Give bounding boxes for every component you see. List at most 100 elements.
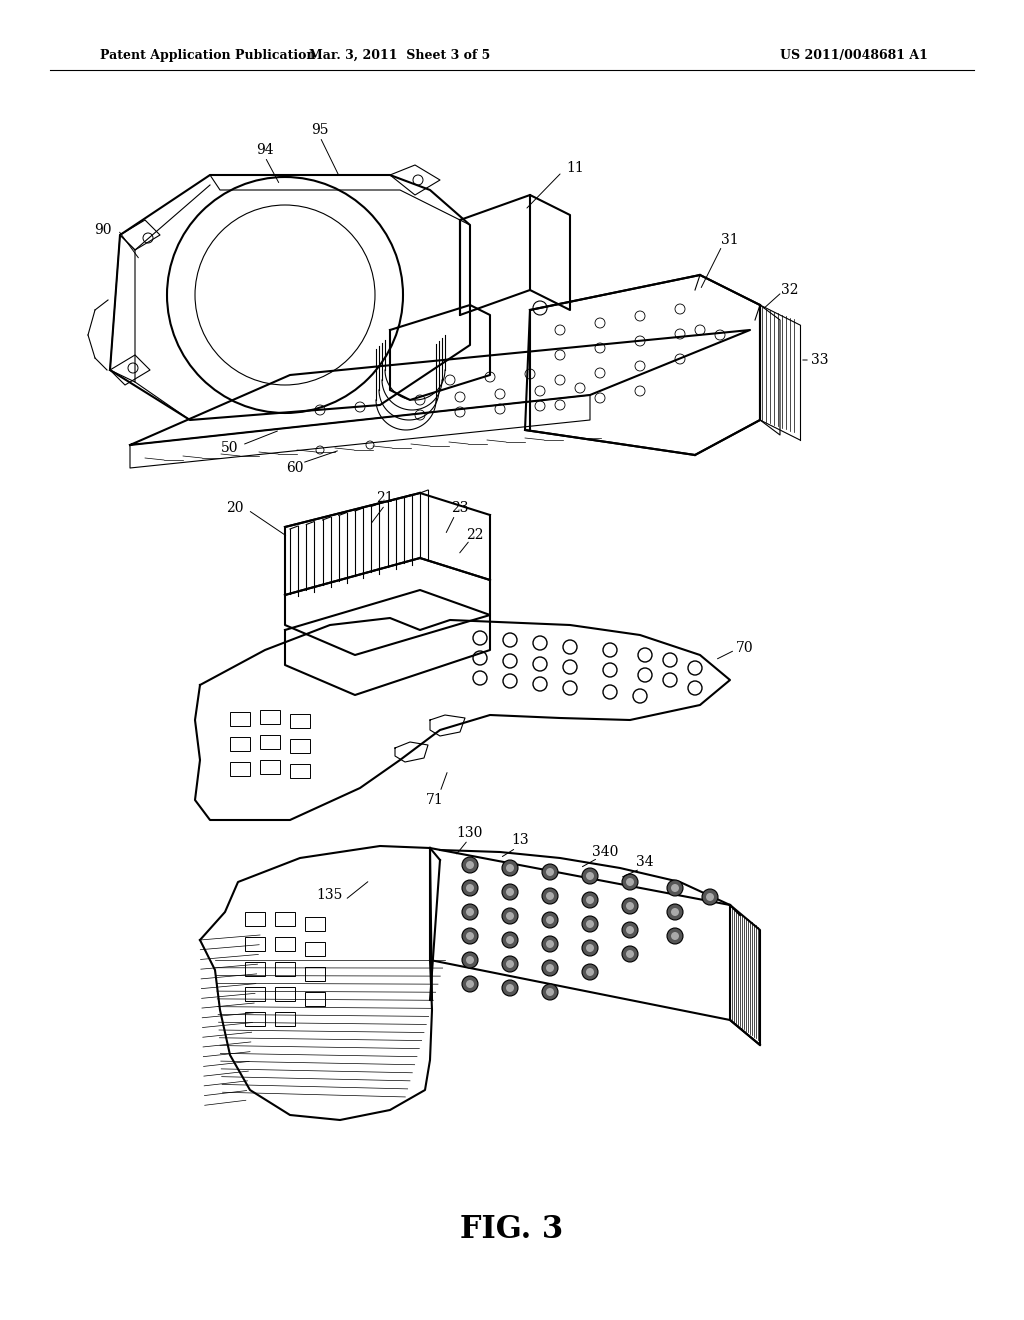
Circle shape: [466, 979, 474, 987]
Circle shape: [462, 975, 478, 993]
Circle shape: [503, 884, 517, 899]
Bar: [245, 987, 265, 1001]
Circle shape: [702, 888, 718, 906]
Circle shape: [583, 917, 597, 931]
Bar: [305, 968, 325, 981]
Circle shape: [463, 953, 477, 968]
Bar: [305, 993, 325, 1006]
Circle shape: [583, 894, 597, 907]
Circle shape: [623, 946, 637, 961]
Bar: [275, 1012, 295, 1026]
Circle shape: [626, 950, 634, 958]
Text: US 2011/0048681 A1: US 2011/0048681 A1: [780, 49, 928, 62]
Circle shape: [543, 985, 557, 999]
Text: 50: 50: [221, 441, 239, 455]
Text: 20: 20: [226, 502, 244, 515]
Bar: [305, 917, 325, 931]
Bar: [230, 711, 250, 726]
Bar: [305, 942, 325, 956]
Circle shape: [503, 933, 517, 946]
Circle shape: [583, 965, 597, 979]
Text: 95: 95: [311, 123, 329, 137]
Bar: [260, 735, 280, 748]
Circle shape: [583, 869, 597, 883]
Circle shape: [502, 861, 518, 876]
Circle shape: [582, 892, 598, 908]
Text: 31: 31: [721, 234, 738, 247]
Text: 135: 135: [316, 888, 343, 902]
Text: 33: 33: [811, 352, 828, 367]
Bar: [275, 912, 295, 927]
Circle shape: [463, 929, 477, 942]
Text: Mar. 3, 2011  Sheet 3 of 5: Mar. 3, 2011 Sheet 3 of 5: [309, 49, 490, 62]
Circle shape: [667, 904, 683, 920]
Bar: [230, 762, 250, 776]
Circle shape: [506, 912, 514, 920]
Circle shape: [506, 960, 514, 968]
Circle shape: [466, 861, 474, 869]
Text: 13: 13: [511, 833, 528, 847]
Circle shape: [623, 923, 637, 937]
Circle shape: [622, 874, 638, 890]
Circle shape: [546, 940, 554, 948]
Circle shape: [543, 913, 557, 927]
Circle shape: [668, 929, 682, 942]
Circle shape: [543, 961, 557, 975]
Text: 60: 60: [287, 461, 304, 475]
Text: 21: 21: [376, 491, 394, 506]
Circle shape: [586, 968, 594, 975]
Bar: [290, 739, 310, 752]
Circle shape: [582, 940, 598, 956]
Circle shape: [463, 880, 477, 895]
Circle shape: [586, 920, 594, 928]
Bar: [260, 710, 280, 723]
Circle shape: [503, 861, 517, 875]
Circle shape: [586, 873, 594, 880]
Circle shape: [503, 981, 517, 995]
Circle shape: [667, 880, 683, 896]
Text: 71: 71: [426, 793, 443, 807]
Bar: [290, 764, 310, 777]
Circle shape: [582, 916, 598, 932]
Circle shape: [462, 880, 478, 896]
Text: 130: 130: [457, 826, 483, 840]
Circle shape: [671, 932, 679, 940]
Circle shape: [466, 908, 474, 916]
Circle shape: [462, 857, 478, 873]
Bar: [245, 962, 265, 975]
Circle shape: [543, 937, 557, 950]
Circle shape: [502, 956, 518, 972]
Bar: [275, 962, 295, 975]
Circle shape: [546, 916, 554, 924]
Circle shape: [463, 906, 477, 919]
Circle shape: [542, 983, 558, 1001]
Circle shape: [503, 909, 517, 923]
Circle shape: [466, 932, 474, 940]
Circle shape: [542, 960, 558, 975]
Circle shape: [622, 946, 638, 962]
Circle shape: [506, 888, 514, 896]
Circle shape: [626, 878, 634, 886]
Text: FIG. 3: FIG. 3: [461, 1214, 563, 1246]
Circle shape: [546, 869, 554, 876]
Circle shape: [671, 884, 679, 892]
Circle shape: [542, 888, 558, 904]
Circle shape: [463, 858, 477, 873]
Text: 32: 32: [781, 282, 799, 297]
Circle shape: [622, 921, 638, 939]
Circle shape: [668, 880, 682, 895]
Circle shape: [623, 875, 637, 888]
Text: 11: 11: [566, 161, 584, 176]
Text: 340: 340: [592, 845, 618, 859]
Circle shape: [671, 908, 679, 916]
Text: 23: 23: [452, 502, 469, 515]
Circle shape: [543, 888, 557, 903]
Bar: [245, 1012, 265, 1026]
Circle shape: [626, 927, 634, 935]
Circle shape: [506, 936, 514, 944]
Circle shape: [546, 964, 554, 972]
Circle shape: [586, 944, 594, 952]
Circle shape: [543, 865, 557, 879]
Circle shape: [706, 894, 714, 902]
Circle shape: [502, 979, 518, 997]
